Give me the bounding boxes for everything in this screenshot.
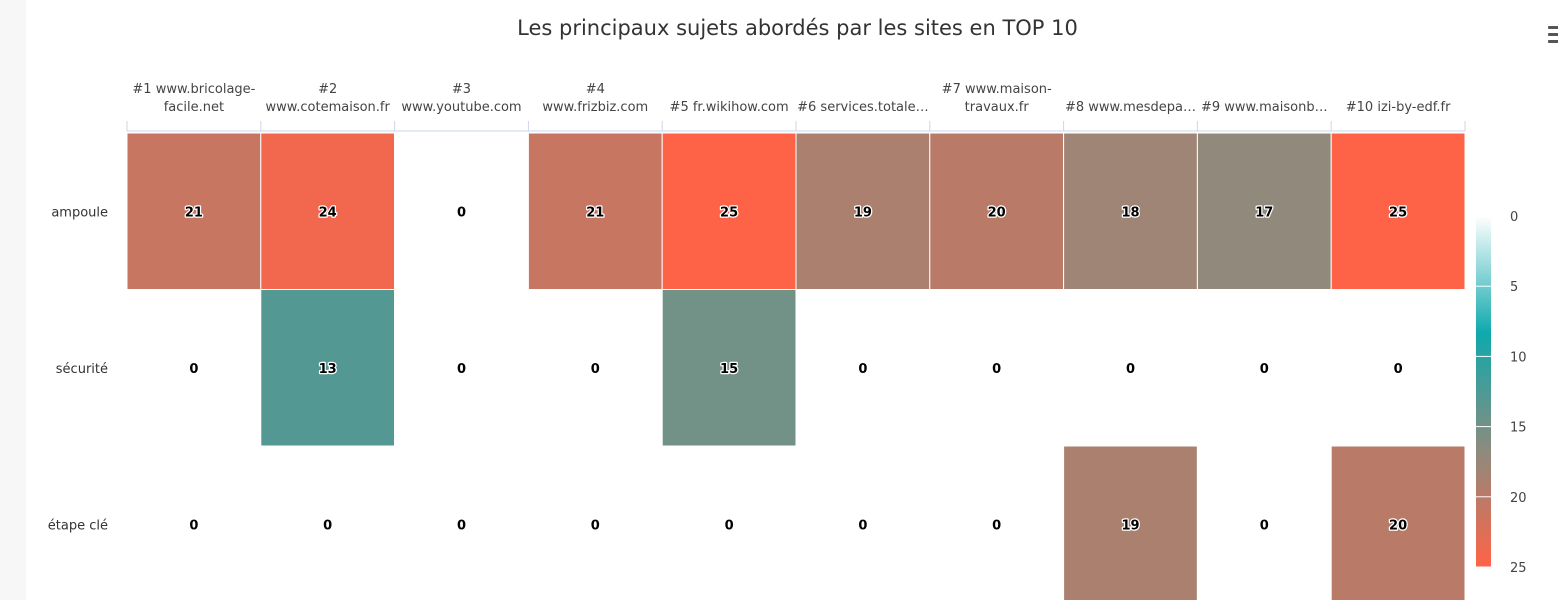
- x-axis-label-line: #10 izi-by-edf.fr: [1346, 100, 1451, 115]
- x-axis-label: #8 www.mesdepa…: [1065, 100, 1196, 115]
- x-axis-label: #7 www.maison-travaux.fr: [942, 82, 1052, 115]
- color-scale-label: 0: [1510, 210, 1518, 225]
- color-scale-label: 5: [1510, 280, 1518, 295]
- heatmap-cell: [126, 445, 262, 600]
- heatmap-cell: [1063, 289, 1198, 447]
- cell-value-label: 0: [858, 518, 867, 533]
- heatmap-cell: [527, 132, 663, 290]
- heatmap-cell: [126, 289, 262, 447]
- x-axis-label-line: #1 www.bricolage-: [132, 82, 255, 97]
- x-axis-label: #6 services.totale…: [797, 100, 929, 115]
- cell-value-label: 21: [586, 205, 604, 220]
- x-axis-label-line: #6 services.totale…: [797, 100, 929, 115]
- color-scale-label: 15: [1510, 421, 1527, 436]
- color-scale-label: 25: [1510, 561, 1527, 576]
- heatmap-cell: [260, 445, 396, 600]
- cell-value-label: 0: [1126, 362, 1135, 377]
- y-axis-label: sécurité: [56, 362, 108, 377]
- x-axis-label-line: #2: [318, 82, 337, 97]
- x-axis-label: #5 fr.wikihow.com: [670, 100, 789, 115]
- heatmap-cell: [260, 132, 396, 290]
- cell-value-label: 0: [189, 518, 198, 533]
- heatmap-cell: [1063, 445, 1198, 600]
- x-axis-label-line: #8 www.mesdepa…: [1065, 100, 1196, 115]
- x-axis-label: #3 www.youtube.com: [401, 82, 521, 115]
- x-axis-label: #4 www.frizbiz.com: [542, 82, 648, 115]
- heatmap-cell: [661, 289, 797, 447]
- cell-value-label: 0: [189, 362, 198, 377]
- heatmap-cell: [1196, 132, 1332, 290]
- cell-value-label: 0: [992, 518, 1001, 533]
- heatmap-cell: [661, 132, 797, 290]
- x-axis-label: #10 izi-by-edf.fr: [1346, 100, 1451, 115]
- heatmap-cell: [661, 445, 797, 600]
- x-axis-label-line: facile.net: [164, 100, 224, 115]
- cell-value-label: 0: [323, 518, 332, 533]
- heatmap-cell: [126, 132, 262, 290]
- cell-value-label: 0: [725, 518, 734, 533]
- x-axis-label-line: www.cotemaison.fr: [266, 100, 391, 115]
- cell-value-label: 0: [992, 362, 1001, 377]
- color-scale-label: 20: [1510, 491, 1527, 506]
- heatmap-cell: [394, 132, 529, 290]
- cell-value-label: 0: [1394, 362, 1403, 377]
- x-axis-label: #2 www.cotemaison.fr: [266, 82, 391, 115]
- cell-value-label: 20: [1389, 518, 1407, 533]
- x-axis-label: #9 www.maisonb…: [1201, 100, 1328, 115]
- cell-value-label: 0: [591, 518, 600, 533]
- cell-value-label: 19: [854, 205, 872, 220]
- x-axis-label-line: #7 www.maison-: [942, 82, 1052, 97]
- cell-value-label: 15: [720, 362, 738, 377]
- cell-value-label: 25: [1389, 205, 1407, 220]
- cell-value-label: 19: [1121, 518, 1139, 533]
- cell-value-label: 0: [457, 518, 466, 533]
- x-axis-label-line: #9 www.maisonb…: [1201, 100, 1328, 115]
- heatmap-cell: [929, 132, 1065, 290]
- x-axis-label-line: #3: [452, 82, 471, 97]
- heatmap-cell: [394, 445, 529, 600]
- heatmap-cell: [1196, 445, 1332, 600]
- heatmap-cell: [1063, 132, 1198, 290]
- y-axis-label: ampoule: [51, 205, 108, 220]
- cell-value-label: 13: [319, 362, 337, 377]
- color-scale-label: 10: [1510, 350, 1527, 365]
- chart-title: Les principaux sujets abordés par les si…: [517, 16, 1078, 40]
- cell-value-label: 24: [319, 205, 337, 220]
- x-axis-label: #1 www.bricolage-facile.net: [132, 82, 255, 115]
- cell-value-label: 25: [720, 205, 738, 220]
- color-scale-bar: [1476, 216, 1491, 567]
- x-axis-label-line: #4: [586, 82, 605, 97]
- heatmap-cell: [929, 289, 1065, 447]
- x-axis-label-line: travaux.fr: [965, 100, 1030, 115]
- x-axis-label-line: #5 fr.wikihow.com: [670, 100, 789, 115]
- cell-value-label: 0: [1260, 518, 1269, 533]
- cell-value-label: 17: [1255, 205, 1273, 220]
- heatmap-cell: [929, 445, 1065, 600]
- cell-value-label: 20: [988, 205, 1006, 220]
- heatmap-cell: [527, 289, 663, 447]
- x-axis-label-line: www.youtube.com: [401, 100, 521, 115]
- x-axis-label-line: www.frizbiz.com: [542, 100, 648, 115]
- hamburger-menu-icon[interactable]: [1548, 26, 1558, 44]
- heatmap-cell: [1330, 132, 1466, 290]
- cell-value-label: 0: [457, 362, 466, 377]
- heatmap-cell: [1330, 445, 1466, 600]
- cell-value-label: 18: [1121, 205, 1139, 220]
- cell-value-label: 0: [457, 205, 466, 220]
- y-axis-label: étape clé: [48, 518, 108, 533]
- cell-value-label: 0: [858, 362, 867, 377]
- heatmap-cell: [1330, 289, 1466, 447]
- cell-value-label: 0: [1260, 362, 1269, 377]
- heatmap-cell: [527, 445, 663, 600]
- cell-value-label: 0: [591, 362, 600, 377]
- cell-value-label: 21: [185, 205, 203, 220]
